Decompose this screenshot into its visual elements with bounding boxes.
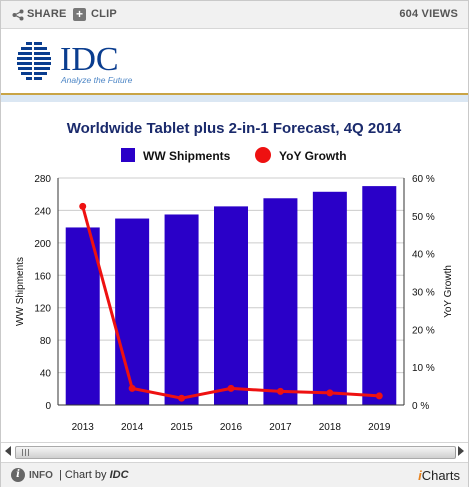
scroll-track[interactable] <box>15 446 456 459</box>
y2-tick-label: 60 % <box>412 174 435 185</box>
y-tick-label: 200 <box>34 239 51 250</box>
growth-point <box>375 392 383 400</box>
legend-swatch-growth <box>255 147 271 163</box>
y-axis-label: WW Shipments <box>15 257 26 326</box>
header-divider <box>1 93 468 95</box>
y2-tick-label: 30 % <box>412 288 435 299</box>
idc-logo: IDC Analyze the Future <box>17 41 133 85</box>
header-band <box>1 95 468 102</box>
logo-wordmark: IDC <box>60 41 119 78</box>
bar <box>115 218 150 405</box>
y-tick-label: 0 <box>45 401 51 412</box>
x-tick-label: 2013 <box>72 422 95 433</box>
bottom-bar: i INFO | Chart by IDC iCharts <box>1 462 468 487</box>
y-tick-label: 40 <box>40 369 52 380</box>
scroll-right-arrow[interactable] <box>458 446 464 456</box>
top-toolbar: SHARE + CLIP 604 VIEWS <box>1 1 468 29</box>
y-tick-label: 160 <box>34 271 51 282</box>
y2-tick-label: 0 % <box>412 401 429 412</box>
y-tick-label: 80 <box>40 336 52 347</box>
chart-credit: | Chart by IDC <box>59 469 129 481</box>
growth-point <box>128 384 136 392</box>
y2-axis-label: YoY Growth <box>443 265 454 318</box>
horizontal-scrollbar[interactable] <box>1 442 468 462</box>
x-tick-label: 2016 <box>220 422 243 433</box>
logo-tagline: Analyze the Future <box>60 75 133 85</box>
chart-header: IDC Analyze the Future <box>1 29 468 93</box>
info-icon[interactable]: i <box>11 468 25 482</box>
y2-tick-label: 50 % <box>412 212 435 223</box>
share-icon[interactable] <box>12 9 24 21</box>
growth-point <box>178 394 186 402</box>
icharts-brand-i: i <box>418 468 422 483</box>
plus-icon[interactable]: + <box>73 8 86 21</box>
y2-tick-label: 20 % <box>412 325 435 336</box>
legend-swatch-shipments <box>121 148 135 162</box>
chart-credit-name: IDC <box>109 469 129 481</box>
y2-tick-label: 10 % <box>412 363 435 374</box>
bar <box>65 227 100 405</box>
x-tick-label: 2019 <box>368 422 391 433</box>
globe-icon <box>17 41 51 81</box>
clip-button[interactable]: CLIP <box>91 8 117 20</box>
y-tick-label: 240 <box>34 206 51 217</box>
y2-tick-label: 40 % <box>412 250 435 261</box>
info-button[interactable]: INFO <box>29 470 53 481</box>
chart-credit-prefix: | Chart by <box>59 469 107 481</box>
legend-label-growth: YoY Growth <box>279 149 347 163</box>
bar <box>263 198 298 405</box>
growth-point <box>326 389 334 397</box>
bar <box>362 186 397 405</box>
chart-canvas: Worldwide Tablet plus 2-in-1 Forecast, 4… <box>15 120 454 433</box>
bar <box>164 214 199 405</box>
icharts-brand-rest: Charts <box>421 468 460 483</box>
x-tick-label: 2017 <box>269 422 292 433</box>
growth-point <box>227 384 235 392</box>
view-count: 604 VIEWS <box>399 8 458 20</box>
x-tick-label: 2018 <box>319 422 342 433</box>
bar <box>214 206 248 405</box>
icharts-brand[interactable]: iCharts <box>418 468 460 483</box>
y-tick-label: 280 <box>34 174 51 185</box>
scroll-thumb[interactable] <box>16 447 456 458</box>
chart-title: Worldwide Tablet plus 2-in-1 Forecast, 4… <box>67 120 402 137</box>
growth-point <box>276 387 284 395</box>
bar <box>312 191 347 405</box>
share-button[interactable]: SHARE <box>27 8 67 20</box>
growth-point <box>79 202 87 210</box>
y-tick-label: 120 <box>34 304 51 315</box>
x-tick-label: 2015 <box>170 422 193 433</box>
legend-label-shipments: WW Shipments <box>143 149 231 163</box>
scroll-left-arrow[interactable] <box>5 446 11 456</box>
x-tick-label: 2014 <box>121 422 144 433</box>
